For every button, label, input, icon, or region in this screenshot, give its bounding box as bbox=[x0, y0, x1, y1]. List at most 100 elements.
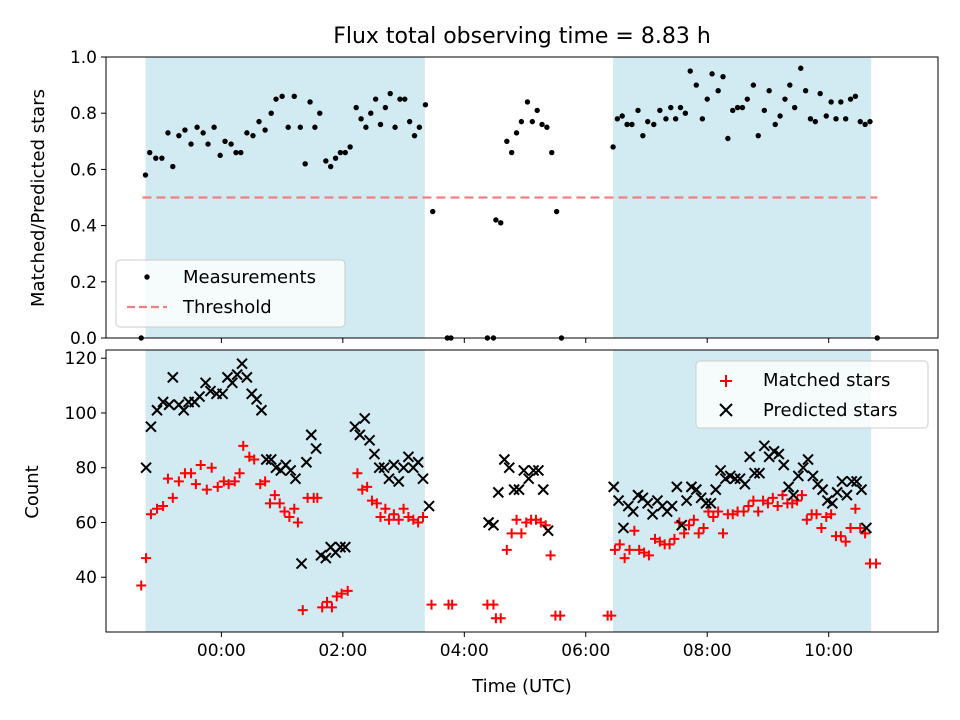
y-tick-label: 0.2 bbox=[70, 273, 97, 293]
matched-point bbox=[688, 514, 699, 525]
predicted-point bbox=[831, 486, 843, 499]
legend-measurements-marker bbox=[144, 274, 150, 280]
measurement-point bbox=[268, 110, 274, 116]
measurement-point bbox=[842, 116, 849, 122]
measurement-point bbox=[250, 132, 256, 139]
measurement-point bbox=[317, 110, 323, 116]
predicted-point bbox=[542, 524, 554, 537]
measurement-point bbox=[217, 152, 223, 159]
measurement-point bbox=[165, 130, 171, 136]
matched-point bbox=[145, 509, 156, 520]
observing-span-0 bbox=[145, 350, 425, 632]
matched-point bbox=[743, 501, 754, 512]
measurement-point bbox=[687, 68, 693, 74]
measurement-point bbox=[725, 135, 731, 142]
measurement-point bbox=[244, 130, 250, 136]
measurement-point bbox=[704, 96, 710, 102]
matched-point bbox=[703, 506, 714, 517]
predicted-point bbox=[710, 483, 722, 496]
predicted-point bbox=[627, 505, 639, 518]
predicted-point bbox=[690, 483, 703, 496]
measurement-point bbox=[416, 124, 423, 130]
matched-point bbox=[669, 533, 680, 544]
predicted-point bbox=[705, 497, 717, 510]
measurement-point bbox=[188, 141, 194, 147]
predicted-point bbox=[527, 464, 540, 477]
predicted-point bbox=[487, 519, 500, 531]
measurement-point bbox=[534, 107, 540, 114]
matched-point bbox=[141, 553, 152, 564]
measurement-point bbox=[544, 124, 550, 130]
predicted-point bbox=[729, 472, 741, 485]
measurement-point bbox=[397, 96, 403, 102]
predicted-point bbox=[339, 541, 351, 553]
matched-point bbox=[801, 514, 812, 525]
matched-point bbox=[850, 503, 861, 514]
matched-point bbox=[840, 536, 851, 547]
matched-point bbox=[234, 468, 245, 479]
predicted-point bbox=[236, 357, 248, 370]
matched-point bbox=[342, 585, 353, 596]
matched-point bbox=[772, 501, 783, 512]
measurement-point bbox=[238, 149, 244, 156]
measurement-point bbox=[422, 102, 429, 108]
matched-point bbox=[223, 479, 234, 490]
matched-point bbox=[380, 503, 391, 514]
measurement-point bbox=[291, 93, 297, 100]
matched-point bbox=[738, 506, 749, 517]
matched-point bbox=[167, 492, 178, 503]
matched-point bbox=[326, 602, 337, 613]
predicted-point bbox=[642, 497, 654, 510]
predicted-point bbox=[700, 497, 712, 510]
matched-point bbox=[162, 473, 173, 484]
predicted-point bbox=[782, 481, 795, 493]
predicted-point bbox=[714, 464, 727, 477]
predicted-point bbox=[231, 368, 243, 381]
matched-point bbox=[284, 512, 295, 523]
measurement-point bbox=[337, 149, 344, 156]
matched-point bbox=[855, 522, 866, 533]
measurement-point bbox=[750, 82, 757, 88]
matched-point bbox=[516, 528, 527, 539]
legend-matched-marker bbox=[720, 375, 732, 387]
measurement-point bbox=[812, 118, 819, 125]
measurement-point bbox=[402, 96, 408, 102]
predicted-point bbox=[300, 456, 313, 468]
bottom-x-ticks: 00:00 02:00 04:00 06:00 08:00 10:00 bbox=[197, 632, 853, 661]
matched-point bbox=[418, 512, 429, 523]
matched-point bbox=[545, 550, 556, 561]
measurement-point bbox=[699, 116, 706, 122]
matched-point bbox=[393, 514, 404, 525]
matched-point bbox=[398, 503, 409, 514]
measurement-point bbox=[194, 124, 200, 130]
predicted-point bbox=[758, 440, 771, 452]
predicted-point bbox=[241, 371, 253, 384]
x-tick-label: 00:00 bbox=[197, 641, 246, 661]
x-tick-label: 06:00 bbox=[561, 641, 610, 661]
measurement-point bbox=[798, 65, 804, 71]
measurement-point bbox=[328, 163, 334, 170]
predicted-point bbox=[393, 475, 405, 488]
measurement-point bbox=[342, 149, 348, 156]
measurement-point bbox=[182, 127, 188, 133]
top-axes-frame bbox=[105, 56, 939, 339]
x-tick-label: 10:00 bbox=[804, 641, 853, 661]
matched-point bbox=[352, 468, 363, 479]
measurement-point bbox=[430, 208, 436, 215]
matched-point bbox=[753, 506, 764, 517]
measurement-point bbox=[233, 149, 239, 156]
predicted-point bbox=[378, 462, 390, 474]
bottom-y-axis-label: Count bbox=[22, 465, 43, 518]
measurement-point bbox=[739, 104, 746, 111]
measurement-point bbox=[624, 121, 630, 128]
predicted-point bbox=[513, 483, 525, 496]
predicted-point bbox=[739, 478, 751, 490]
predicted-point bbox=[145, 420, 157, 433]
predicted-point bbox=[250, 393, 263, 405]
measurement-point bbox=[382, 104, 389, 111]
y-tick-label: 100 bbox=[65, 404, 97, 424]
matched-point bbox=[664, 539, 675, 550]
measurement-point bbox=[347, 144, 353, 150]
predicted-point bbox=[492, 486, 505, 499]
measurement-point bbox=[279, 93, 285, 100]
